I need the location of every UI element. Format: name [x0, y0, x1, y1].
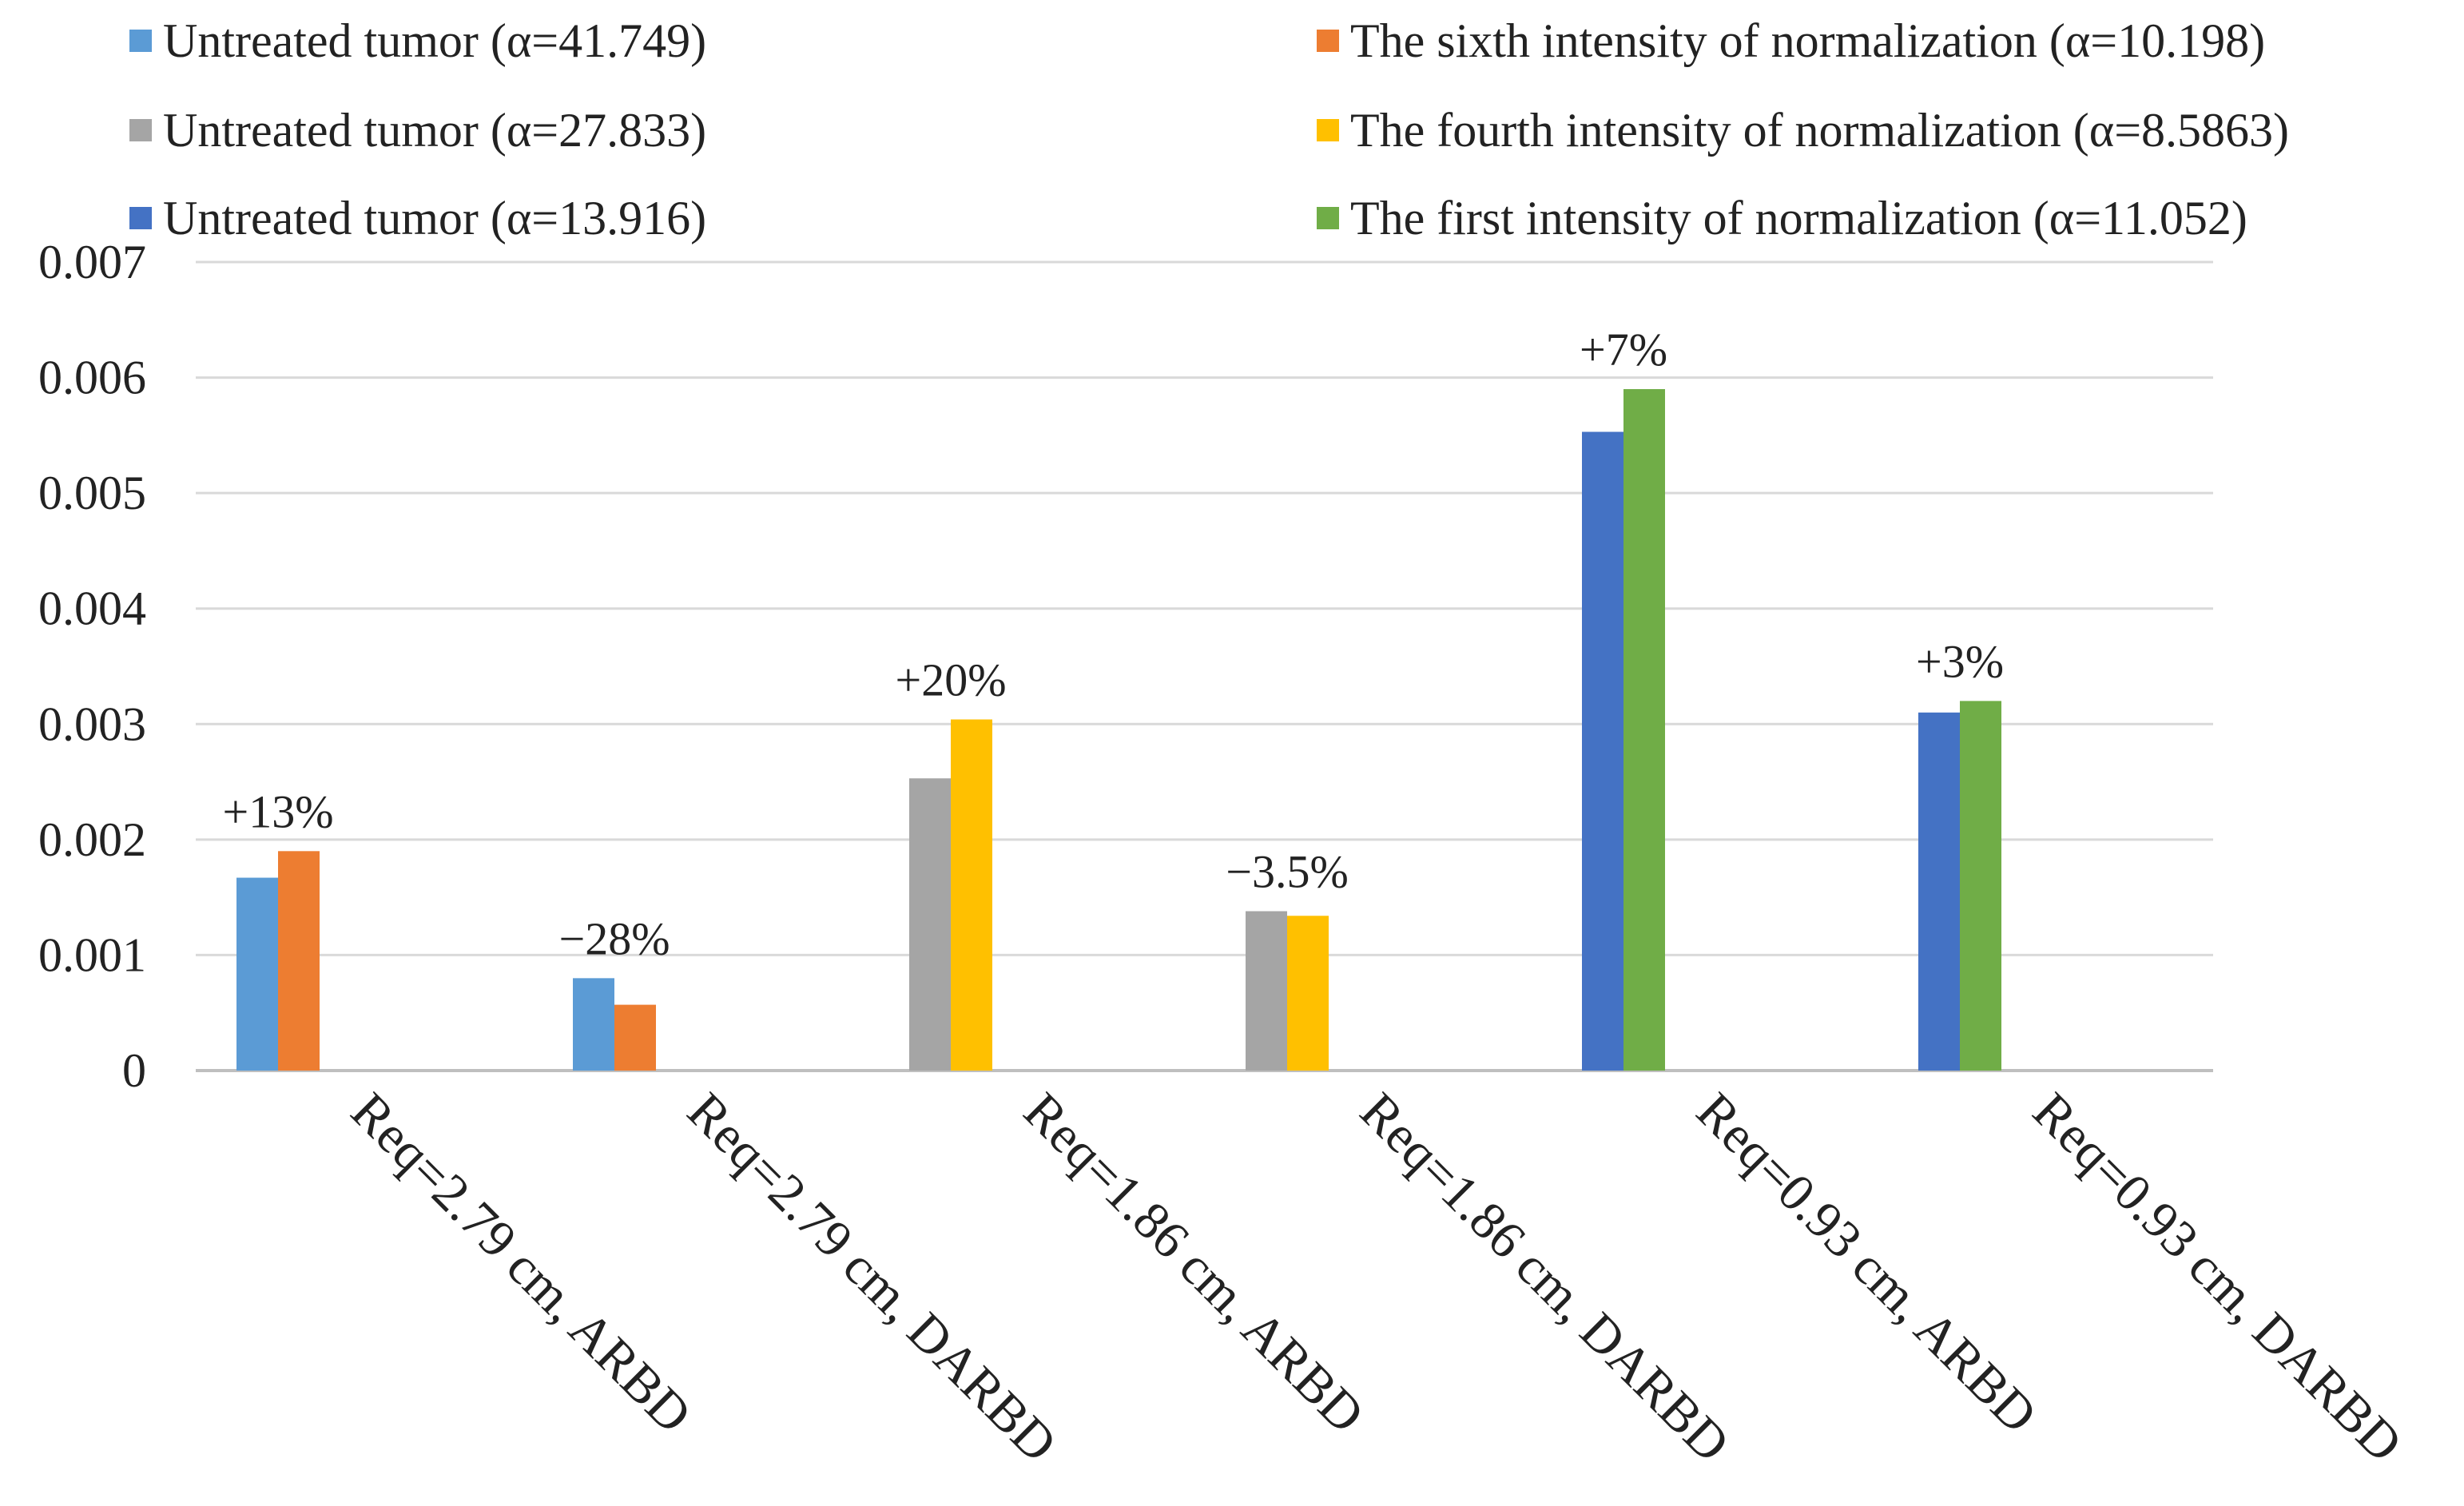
legend-label: The first intensity of normalization (α=…	[1350, 191, 2247, 244]
y-tick-label: 0.005	[38, 467, 146, 519]
legend-swatch	[1317, 30, 1339, 52]
legend-label: The sixth intensity of normalization (α=…	[1350, 14, 2266, 67]
bar-annotation: −28%	[558, 912, 670, 964]
bars	[236, 389, 2001, 1071]
legend-item-fourth-intensity: The fourth intensity of normalization (α…	[1317, 102, 2289, 158]
legend-swatch	[1317, 119, 1339, 141]
legend-label: The fourth intensity of normalization (α…	[1350, 103, 2290, 157]
bar	[1246, 911, 1287, 1071]
annotations: +13% −28% +20% −3.5% +7% +3%	[222, 324, 2004, 964]
bar	[1960, 701, 2001, 1071]
bar-annotation: +13%	[222, 785, 333, 837]
bar	[1287, 916, 1329, 1071]
bar-annotation: +3%	[1916, 635, 2004, 687]
y-tick-label: 0.004	[38, 582, 146, 635]
x-tick-label: Req=1.86 cm, DARBD	[1349, 1082, 1740, 1473]
x-tick-label: Req=0.93 cm, DARBD	[2021, 1082, 2413, 1473]
legend-item-sixth-intensity: The sixth intensity of normalization (α=…	[1317, 13, 2265, 69]
legend-swatch	[129, 30, 152, 52]
bar	[1582, 431, 1623, 1071]
bar	[1623, 389, 1665, 1071]
bar-annotation: −3.5%	[1226, 845, 1349, 897]
y-tick-label: 0	[122, 1044, 146, 1097]
y-axis-ticks: 0 0.001 0.002 0.003 0.004 0.005 0.006 0.007	[38, 236, 146, 1097]
y-tick-label: 0.001	[38, 928, 146, 981]
bar	[573, 978, 614, 1071]
legend-label: Untreated tumor (α=27.833)	[163, 103, 707, 157]
legend-item-first-intensity: The first intensity of normalization (α=…	[1317, 190, 2247, 246]
x-tick-label: Req=0.93 cm, ARBD	[1685, 1082, 2048, 1444]
legend-label: Untreated tumor (α=41.749)	[163, 14, 707, 67]
x-tick-label: Req=2.79 cm, ARBD	[340, 1082, 702, 1444]
legend-item-untreated-27833: Untreated tumor (α=27.833)	[129, 102, 706, 158]
y-tick-label: 0.003	[38, 697, 146, 750]
bar	[236, 877, 278, 1071]
legend-item-untreated-13916: Untreated tumor (α=13.916)	[129, 190, 706, 246]
y-tick-label: 0.007	[38, 236, 146, 288]
legend-item-untreated-41749: Untreated tumor (α=41.749)	[129, 13, 706, 69]
y-tick-label: 0.002	[38, 813, 146, 866]
x-tick-label: Req=1.86 cm, ARBD	[1012, 1082, 1375, 1444]
y-tick-label: 0.006	[38, 352, 146, 404]
bar	[278, 851, 320, 1071]
bar	[909, 778, 951, 1071]
bar-annotation: +20%	[895, 654, 1006, 706]
legend-swatch	[1317, 207, 1339, 229]
bar	[1918, 712, 1960, 1071]
bar	[951, 719, 992, 1071]
legend-swatch	[129, 207, 152, 229]
bar-annotation: +7%	[1580, 324, 1667, 376]
chart-legend: Untreated tumor (α=41.749) The sixth int…	[0, 0, 2464, 256]
bar	[614, 1004, 656, 1071]
legend-swatch	[129, 119, 152, 141]
legend-label: Untreated tumor (α=13.916)	[163, 191, 707, 244]
x-tick-label: Req=2.79 cm, DARBD	[676, 1082, 1067, 1473]
gridlines	[196, 260, 2213, 1072]
